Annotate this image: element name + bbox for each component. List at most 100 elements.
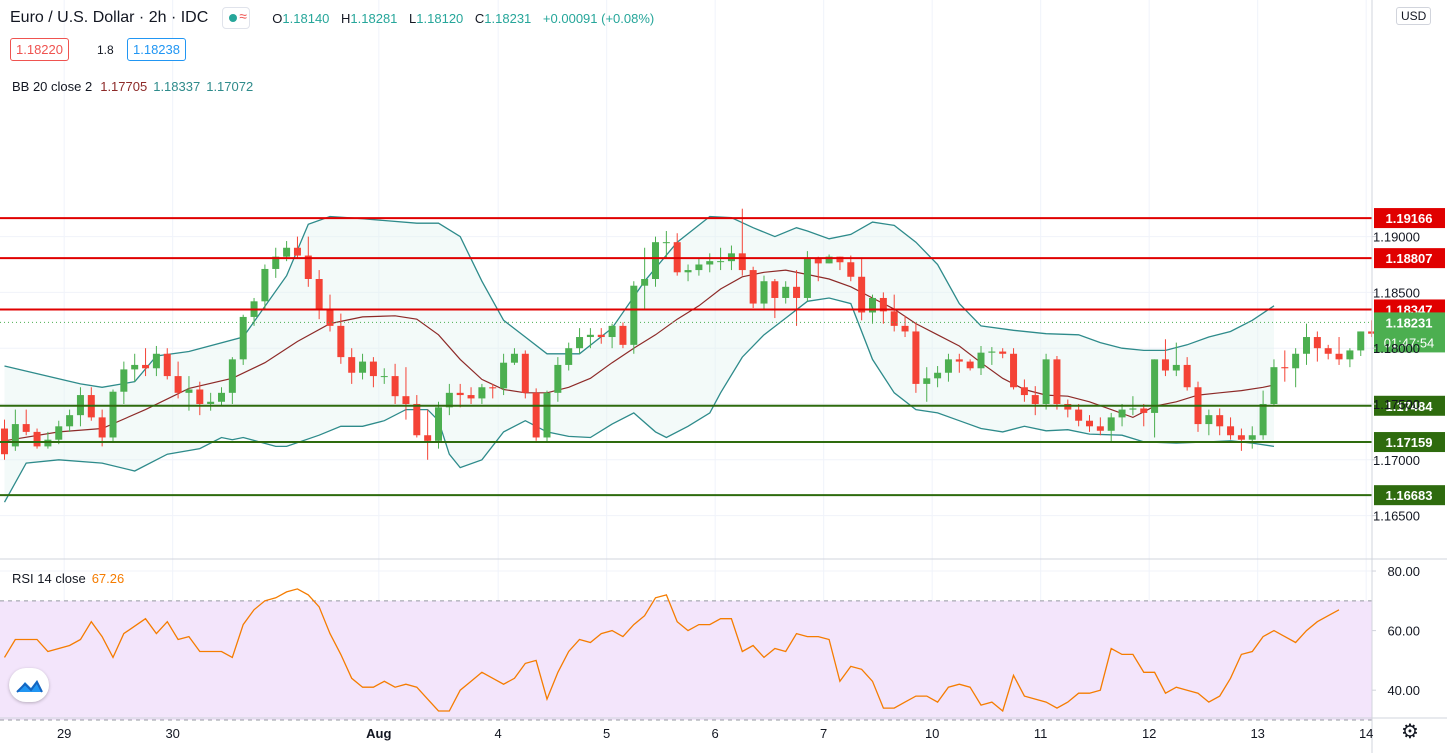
level-label: 1.18807 [1386, 251, 1433, 266]
candle [706, 253, 714, 273]
ohlc-readout: O1.18140 H1.18281 L1.18120 C1.18231 +0.0… [272, 11, 662, 26]
candle [163, 348, 171, 380]
candle [923, 367, 931, 402]
candle [684, 264, 692, 282]
candle-body [1107, 417, 1115, 431]
candle [966, 359, 974, 371]
price-tick-label: 1.16500 [1373, 509, 1420, 524]
candle [293, 236, 301, 259]
candle [630, 281, 638, 354]
candle [1151, 359, 1159, 438]
candle-body [608, 325, 616, 338]
countdown-label: 01:47:54 [1384, 335, 1435, 350]
settings-gear-icon[interactable]: ⚙ [1401, 721, 1419, 743]
candle-body [684, 270, 692, 273]
spread-value: 1.8 [97, 43, 114, 57]
candle-body [456, 392, 464, 396]
candle-body [185, 389, 193, 393]
candle [120, 361, 128, 404]
market-status-icon[interactable]: ≈ [222, 7, 251, 29]
candle [955, 353, 963, 373]
time-tick-label: 30 [165, 726, 179, 741]
time-tick-label: 5 [603, 726, 610, 741]
candle [478, 383, 486, 404]
candle [391, 363, 399, 404]
candle-body [1335, 353, 1343, 360]
tradingview-logo-icon[interactable] [9, 668, 49, 702]
candle [1227, 417, 1235, 440]
price-tick-label: 1.18000 [1373, 341, 1420, 356]
candle [738, 208, 746, 276]
candle [1172, 342, 1180, 377]
candle-body [293, 247, 301, 256]
time-tick-label: Aug [366, 726, 391, 741]
candle-body [228, 359, 236, 393]
candle [1075, 403, 1083, 427]
sell-button[interactable]: 1.18220 [10, 38, 69, 61]
candle-body [825, 256, 833, 264]
candle-body [1270, 367, 1278, 404]
candle-body [272, 256, 280, 269]
level-label: 1.17159 [1386, 435, 1433, 450]
candle [348, 348, 356, 384]
candle-body [771, 281, 779, 298]
candle-body [717, 261, 725, 263]
candle-body [1129, 408, 1137, 410]
time-tick-label: 11 [1034, 726, 1048, 741]
candle [521, 350, 529, 399]
time-tick-label: 4 [495, 726, 502, 741]
candle-body [619, 325, 627, 345]
buy-button[interactable]: 1.18238 [127, 38, 186, 61]
candle [1031, 386, 1039, 416]
candle [1313, 331, 1321, 362]
candle [402, 367, 410, 420]
ohlc-change: +0.00091 (+0.08%) [542, 10, 655, 26]
candle-body [413, 403, 421, 436]
ohlc-low-key: L [409, 10, 417, 26]
candle [1010, 348, 1018, 390]
candle-body [326, 310, 334, 326]
candle-body [1161, 359, 1169, 371]
candle-body [1064, 403, 1072, 410]
time-tick-label: 14 [1359, 726, 1373, 741]
candle [380, 368, 388, 384]
candle [1303, 323, 1310, 365]
candle-body [1205, 415, 1213, 425]
symbol-title[interactable]: Euro / U.S. Dollar · 2h · IDC [10, 9, 209, 26]
candle [467, 387, 475, 404]
candle-body [239, 316, 247, 360]
candle-body [1357, 331, 1365, 351]
candle [999, 348, 1007, 359]
candle [1107, 412, 1115, 442]
candle [793, 270, 801, 326]
ohlc-close: 1.18231 [484, 10, 532, 26]
rsi-legend[interactable]: RSI 14 close 67.26 [12, 571, 124, 586]
candle-body [402, 396, 410, 404]
candle [554, 357, 562, 402]
candle [576, 328, 584, 354]
candle-body [554, 364, 562, 393]
bb-legend[interactable]: BB 20 close 2 1.17705 1.18337 1.17072 [12, 79, 253, 94]
candle-body [174, 376, 182, 393]
candle [1292, 348, 1300, 388]
candle-body [706, 261, 714, 265]
candle [218, 387, 225, 407]
candle-body [847, 262, 855, 277]
candle-body [576, 337, 584, 349]
price-tick-label: 1.17500 [1373, 397, 1420, 412]
currency-button[interactable]: USD [1396, 7, 1432, 25]
candle-body [597, 334, 605, 338]
candle-body [803, 258, 811, 298]
ohlc-low: 1.18120 [416, 10, 464, 26]
candle [695, 258, 703, 276]
candle [977, 345, 985, 375]
candle-body [207, 401, 215, 404]
candle-body [944, 359, 952, 373]
candle-body [1075, 409, 1083, 421]
candle-body [999, 351, 1007, 354]
candle-body [1183, 364, 1191, 388]
candle [1346, 348, 1354, 368]
candle-body [44, 439, 52, 447]
